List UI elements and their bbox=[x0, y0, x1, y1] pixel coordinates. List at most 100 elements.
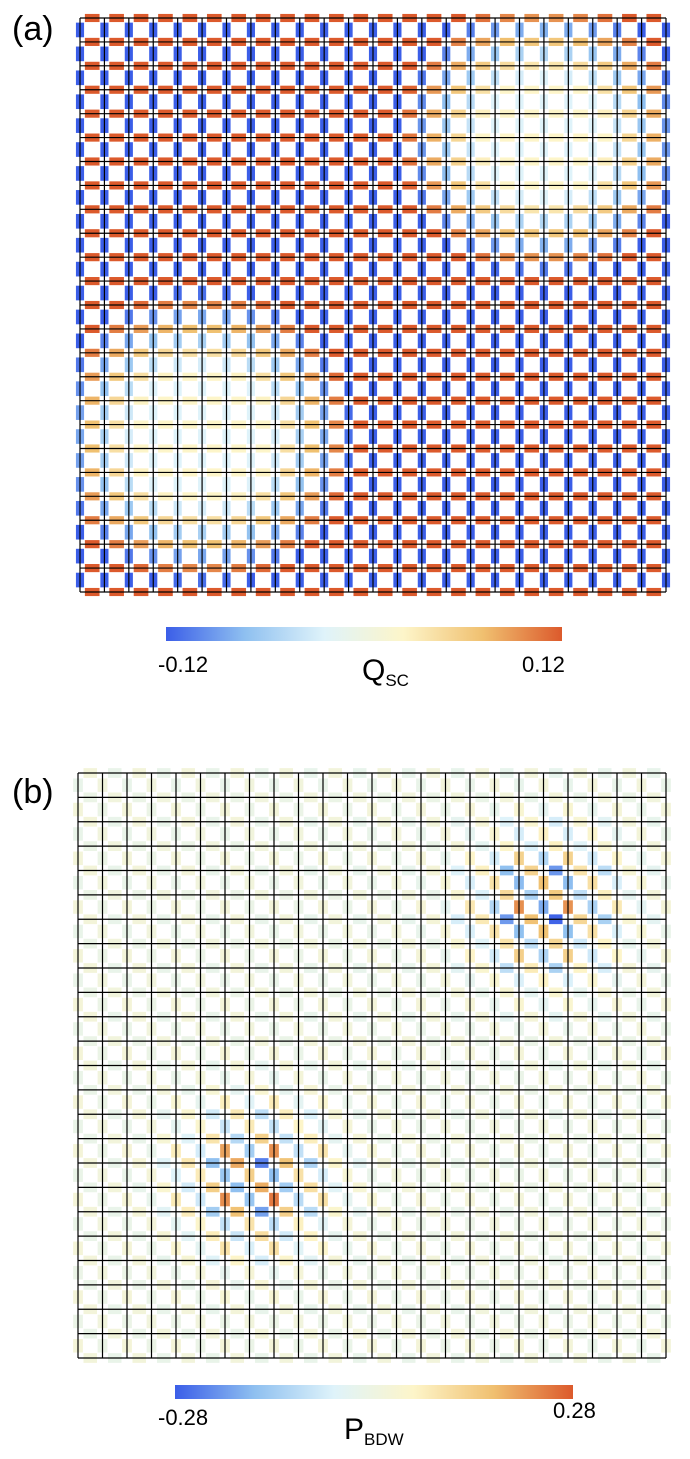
bdw-bond-horizontal bbox=[230, 1133, 244, 1144]
bdw-bond-vertical bbox=[122, 949, 132, 963]
bdw-bond-horizontal bbox=[647, 1206, 661, 1217]
bdw-bond-vertical bbox=[195, 1290, 206, 1304]
bdw-bond-horizontal bbox=[279, 865, 293, 876]
bdw-bond-horizontal bbox=[500, 1304, 514, 1315]
bdw-bond-horizontal bbox=[549, 1304, 563, 1315]
bdw-bond-horizontal bbox=[622, 768, 636, 778]
bdw-bond-vertical bbox=[220, 973, 230, 987]
bdw-bond-vertical bbox=[220, 924, 230, 939]
bdw-bond-vertical bbox=[342, 1192, 353, 1207]
bdw-bond-horizontal bbox=[108, 816, 122, 827]
bdw-bond-vertical bbox=[318, 875, 328, 890]
bdw-bond-vertical bbox=[171, 1290, 181, 1304]
bdw-bond-vertical bbox=[514, 875, 524, 890]
bdw-bond-vertical bbox=[269, 924, 279, 939]
bdw-bond-horizontal bbox=[524, 1255, 538, 1266]
bdw-bond-horizontal bbox=[573, 1304, 587, 1315]
bdw-bond-vertical bbox=[416, 997, 426, 1012]
bdw-bond-horizontal bbox=[426, 914, 440, 925]
bdw-bond-horizontal bbox=[108, 1036, 122, 1046]
bdw-bond-vertical bbox=[342, 851, 353, 866]
bdw-bond-horizontal bbox=[181, 816, 195, 827]
bdw-bond-vertical bbox=[465, 1119, 475, 1134]
bdw-bond-horizontal bbox=[206, 1353, 220, 1363]
bdw-bond-horizontal bbox=[83, 1255, 97, 1266]
bdw-bond-vertical bbox=[293, 802, 304, 817]
bdw-bond-horizontal bbox=[353, 1255, 367, 1266]
bdw-bond-vertical bbox=[97, 1022, 108, 1036]
bdw-bond-vertical bbox=[440, 973, 451, 987]
bdw-bond-horizontal bbox=[108, 1206, 122, 1217]
panel-a-colorbar-min-label: -0.12 bbox=[158, 652, 209, 677]
bdw-bond-horizontal bbox=[353, 1280, 367, 1290]
bdw-bond-horizontal bbox=[402, 1206, 416, 1217]
bdw-bond-horizontal bbox=[230, 1060, 244, 1071]
bdw-bond-horizontal bbox=[598, 1085, 612, 1095]
bdw-bond-vertical bbox=[293, 1070, 304, 1085]
bdw-bond-horizontal bbox=[157, 1304, 171, 1315]
bdw-bond-horizontal bbox=[206, 987, 220, 998]
bdw-bond-vertical bbox=[195, 997, 206, 1012]
bdw-bond-vertical bbox=[342, 1217, 353, 1231]
bdw-bond-horizontal bbox=[206, 841, 220, 851]
bdw-bond-vertical bbox=[612, 1192, 622, 1207]
bdw-bond-horizontal bbox=[549, 1085, 563, 1095]
bdw-bond-vertical bbox=[220, 1265, 230, 1280]
bdw-bond-horizontal bbox=[83, 1109, 97, 1120]
bdw-bond-vertical bbox=[146, 1241, 157, 1256]
bdw-bond-vertical bbox=[587, 1339, 598, 1353]
bdw-bond-horizontal bbox=[500, 1280, 514, 1290]
bdw-bond-horizontal bbox=[83, 1280, 97, 1290]
bdw-bond-vertical bbox=[416, 1144, 426, 1158]
bdw-bond-horizontal bbox=[647, 1231, 661, 1241]
bdw-bond-horizontal bbox=[132, 890, 146, 900]
bdw-bond-horizontal bbox=[230, 1109, 244, 1120]
bdw-bond-horizontal bbox=[475, 792, 489, 803]
bdw-bond-vertical bbox=[391, 1046, 402, 1061]
bdw-bond-horizontal bbox=[573, 1011, 587, 1022]
bdw-bond-horizontal bbox=[549, 768, 563, 778]
bdw-bond-horizontal bbox=[573, 865, 587, 876]
bdw-bond-horizontal bbox=[83, 1158, 97, 1168]
bdw-bond-horizontal bbox=[622, 1304, 636, 1315]
panel-b-grid-lines bbox=[77, 772, 667, 1359]
bdw-bond-horizontal bbox=[573, 890, 587, 900]
bdw-bond-horizontal bbox=[647, 890, 661, 900]
bdw-bond-vertical bbox=[367, 1119, 377, 1134]
bdw-bond-vertical bbox=[489, 1095, 500, 1109]
bdw-bond-horizontal bbox=[157, 1085, 171, 1095]
bdw-bond-horizontal bbox=[353, 865, 367, 876]
bdw-bond-vertical bbox=[465, 1339, 475, 1353]
bdw-bond-horizontal bbox=[279, 841, 293, 851]
bdw-bond-horizontal bbox=[598, 1280, 612, 1290]
bdw-bond-vertical bbox=[440, 924, 451, 939]
bdw-bond-vertical bbox=[244, 1192, 255, 1207]
bdw-bond-vertical bbox=[563, 1168, 573, 1182]
bdw-bond-horizontal bbox=[108, 1353, 122, 1363]
bdw-bond-vertical bbox=[122, 802, 132, 817]
bdw-bond-vertical bbox=[293, 997, 304, 1012]
bdw-bond-horizontal bbox=[451, 1085, 465, 1095]
bdw-bond-vertical bbox=[97, 1192, 108, 1207]
bdw-bond-vertical bbox=[440, 1070, 451, 1085]
bdw-bond-horizontal bbox=[108, 963, 122, 973]
bdw-bond-vertical bbox=[587, 1217, 598, 1231]
bdw-bond-horizontal bbox=[402, 1304, 416, 1315]
bdw-bond-horizontal bbox=[181, 1231, 195, 1241]
bdw-bond-horizontal bbox=[451, 865, 465, 876]
bdw-bond-horizontal bbox=[598, 1304, 612, 1315]
bdw-bond-horizontal bbox=[377, 1231, 391, 1241]
panel-a-grid-lines bbox=[79, 17, 667, 593]
bdw-bond-vertical bbox=[171, 875, 181, 890]
bdw-bond-vertical bbox=[318, 802, 328, 817]
bdw-bond-horizontal bbox=[426, 963, 440, 973]
bdw-bond-vertical bbox=[661, 1217, 671, 1231]
bdw-bond-vertical bbox=[146, 1095, 157, 1109]
bdw-bond-horizontal bbox=[475, 1133, 489, 1144]
bdw-bond-horizontal bbox=[132, 1231, 146, 1241]
bdw-bond-horizontal bbox=[647, 1328, 661, 1339]
bdw-bond-horizontal bbox=[181, 1328, 195, 1339]
bdw-bond-horizontal bbox=[279, 1280, 293, 1290]
bdw-bond-vertical bbox=[220, 1119, 230, 1134]
bdw-bond-horizontal bbox=[426, 938, 440, 949]
